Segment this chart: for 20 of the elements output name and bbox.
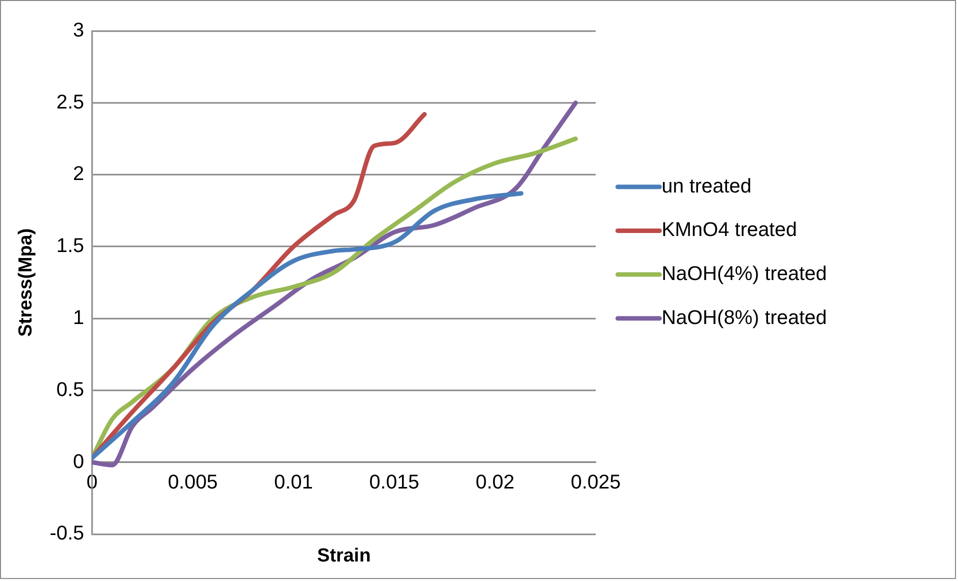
x-axis-title: Strain xyxy=(317,545,371,566)
x-tick-label: 0.01 xyxy=(274,472,313,494)
legend-label: NaOH(4%) treated xyxy=(662,263,827,286)
y-tick-label: 2.5 xyxy=(56,91,84,114)
legend-label: KMnO4 treated xyxy=(662,219,797,242)
x-tick-label: 0.005 xyxy=(168,472,218,494)
x-tick-label: 0.015 xyxy=(369,472,420,494)
y-tick-label: 3 xyxy=(72,19,84,42)
x-tick-label: 0.02 xyxy=(476,472,514,494)
y-tick-label: 2 xyxy=(72,163,84,186)
legend-label: un treated xyxy=(662,175,752,198)
y-tick-label: -0.5 xyxy=(50,522,84,545)
legend-label: NaOH(8%) treated xyxy=(662,306,827,329)
y-tick-label: 1 xyxy=(72,306,84,329)
y-tick-label: 1.5 xyxy=(56,235,84,258)
line-series xyxy=(92,191,524,460)
y-tick-label: 0.5 xyxy=(56,378,84,401)
y-axis-title: Stress(Mpa) xyxy=(16,228,37,337)
x-tick-label: 0.025 xyxy=(570,472,621,494)
y-tick-label: 0 xyxy=(72,450,84,473)
